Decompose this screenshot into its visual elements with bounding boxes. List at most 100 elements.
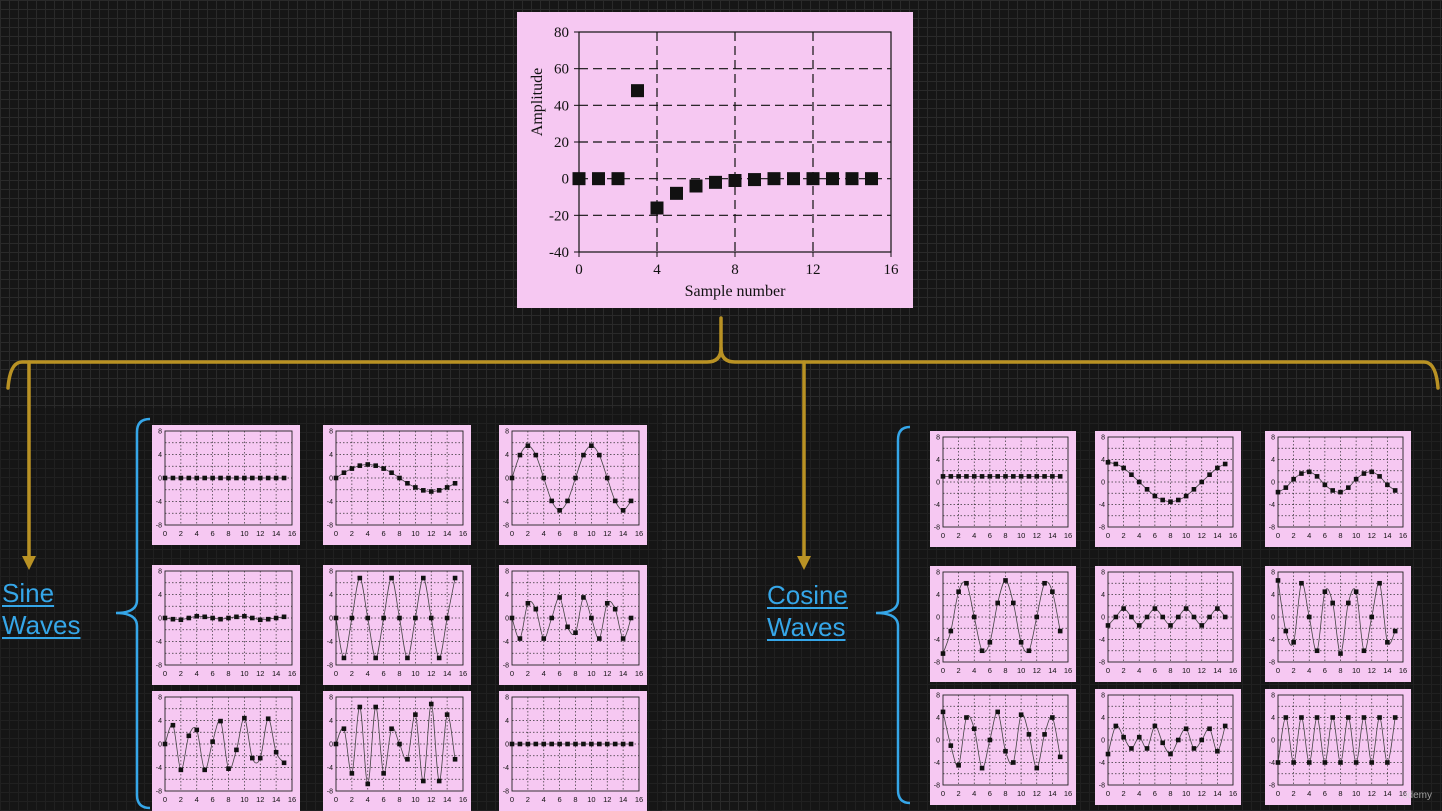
sine-8-xtick-label: 2 [526, 795, 530, 804]
sine-3-xtick-label: 12 [256, 669, 264, 678]
sine-6-xtick-label: 2 [179, 795, 183, 804]
sine-2-data-point [604, 475, 610, 481]
sine-3-ytick-label: 8 [158, 569, 162, 576]
main-data-point [689, 179, 703, 193]
main-ytick-label: 80 [554, 25, 569, 41]
cos-6-ytick-label: -8 [934, 783, 940, 790]
cos-0-chart: -8 -4 0 4 8 0 2 4 6 8 10 12 14 16 [930, 431, 1076, 547]
sine-6-curve [164, 717, 285, 771]
cos-3-data-point [1050, 589, 1055, 594]
sine-0-data-point [210, 475, 215, 481]
cos-3-xtick-label: 10 [1017, 666, 1025, 675]
sine-1-xtick-label: 6 [382, 529, 386, 538]
sine-3-xtick-label: 8 [226, 669, 230, 678]
sine-6-ytick-label: 8 [158, 695, 162, 702]
sine-0-ytick-label: -8 [156, 523, 162, 530]
sine-4-ytick-label: 4 [329, 592, 333, 599]
cos-5-data-point [1322, 589, 1328, 594]
sine-5-ytick-label: -8 [503, 663, 509, 670]
cos-2-xtick-label: 0 [1276, 531, 1280, 540]
sine-2-xtick-label: 6 [558, 529, 562, 538]
sine-7-curve [335, 703, 456, 785]
cos-5-ytick-label: -4 [1269, 637, 1275, 644]
cos-5-data-point [1385, 640, 1390, 645]
sine-3-data-point [186, 615, 192, 621]
cos-4-chart: -8 -4 0 4 8 0 2 4 6 8 10 12 14 16 [1095, 566, 1241, 682]
sine-5-xtick-label: 10 [587, 669, 595, 678]
cos-1-data-point [1136, 479, 1142, 485]
sine-5-data-point [549, 615, 554, 621]
cos-7-data-point [1215, 748, 1220, 754]
cos-5-xtick-label: 14 [1383, 666, 1391, 675]
sine-3-data-point [226, 615, 231, 621]
cos-7-data-point [1160, 740, 1165, 746]
gold-bracket-left-arm [6, 316, 723, 390]
sine-6-data-point [162, 741, 168, 747]
sine-8-xtick-label: 16 [635, 795, 643, 804]
sine-7-ytick-label: 4 [329, 718, 333, 725]
sine-2-ytick-label: 0 [505, 476, 509, 483]
sine-6-xtick-label: 10 [240, 795, 248, 804]
cos-3-data-point [971, 614, 977, 620]
cos-1-ytick-label: -4 [1099, 502, 1105, 509]
cos-6-data-point [1034, 765, 1040, 771]
cos-2-panel [1265, 431, 1411, 547]
sine-7-ytick-label: -4 [327, 765, 333, 772]
cos-4-data-point [1176, 614, 1181, 620]
cos-6-curve [942, 711, 1061, 769]
sine-6-data-point [273, 749, 279, 755]
sine-1-data-point [428, 489, 434, 494]
cos-6-data-point [940, 709, 946, 715]
sine-5-data-point [620, 636, 626, 641]
cos-6-chart: -8 -4 0 4 8 0 2 4 6 8 10 12 14 16 [930, 689, 1076, 805]
cos-1-data-point [1144, 487, 1150, 492]
cos-3-data-point [1026, 648, 1032, 654]
cos-7-data-point [1136, 734, 1142, 740]
cos-4-data-point [1160, 614, 1165, 620]
sine-0-ytick-label: -4 [156, 499, 162, 506]
sine-1-data-point [365, 462, 371, 467]
sine-0-data-point [170, 475, 176, 481]
sine-8-data-point [604, 741, 610, 747]
cos-0-panel [930, 431, 1076, 547]
main-ylabel: Amplitude [529, 68, 546, 136]
cosine-label-line2: Waves [767, 612, 846, 642]
sine-6-xtick-label: 12 [256, 795, 264, 804]
sine-1-data-point [436, 488, 442, 493]
sine-4-data-point [421, 575, 426, 581]
sine-4-data-point [444, 615, 450, 621]
cos-8-data-point [1369, 760, 1375, 765]
cos-0-data-point [995, 474, 1000, 479]
cos-5-chart: -8 -4 0 4 8 0 2 4 6 8 10 12 14 16 [1265, 566, 1411, 682]
sine-8-data-point [517, 741, 523, 747]
cos-8-data-point [1322, 760, 1328, 765]
cos-0-xtick-label: 6 [988, 531, 992, 540]
sine-3-xtick-label: 14 [272, 669, 280, 678]
sine-3-xtick-label: 6 [211, 669, 215, 678]
cos-8-xtick-label: 16 [1399, 789, 1407, 798]
cos-8-xtick-label: 2 [1292, 789, 1296, 798]
sine-7-xtick-label: 0 [334, 795, 338, 804]
sine-0-xtick-label: 0 [163, 529, 167, 538]
cos-2-data-point [1369, 469, 1375, 475]
sine-0-data-point [186, 475, 192, 481]
sine-4-chart: -8 -4 0 4 8 0 2 4 6 8 10 12 14 16 [323, 565, 471, 685]
sine-7-data-point [357, 704, 363, 710]
cos-6-xtick-label: 0 [941, 789, 945, 798]
sine-1-data-point [373, 463, 378, 468]
sine-8-data-point [565, 741, 570, 747]
sine-5-curve [511, 596, 632, 640]
sine-2-data-point [541, 475, 547, 481]
main-data-point [865, 172, 878, 186]
cos-2-ytick-label: 4 [1271, 457, 1275, 464]
cos-6-data-point [1057, 754, 1063, 760]
sine-4-ytick-label: 8 [329, 569, 333, 576]
cos-3-xtick-label: 16 [1064, 666, 1072, 675]
sine-7-data-point [333, 741, 339, 747]
sine-6-data-point [186, 733, 192, 739]
cos-8-data-point [1291, 760, 1296, 765]
sine-0-data-point [218, 475, 223, 481]
sine-6-data-point [265, 716, 271, 722]
main-data-point [767, 172, 781, 186]
sine-2-xtick-label: 8 [573, 529, 577, 538]
